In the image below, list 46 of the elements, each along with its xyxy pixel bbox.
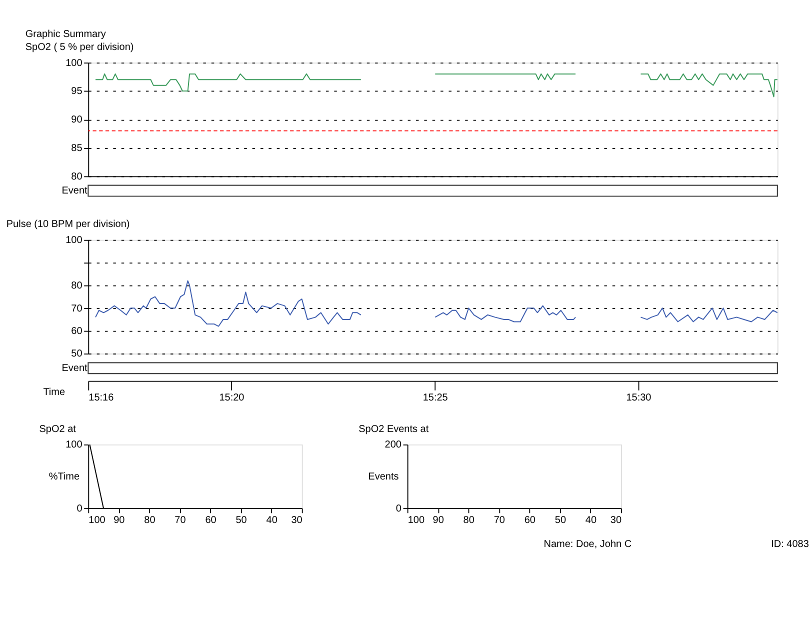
x-tick-label: 40 <box>585 515 597 526</box>
y-tick-label: 90 <box>71 114 83 126</box>
y-tick-label: 100 <box>66 235 83 246</box>
y-axis-title: %Time <box>48 471 80 482</box>
chart-title: SpO2 Events at <box>358 424 429 435</box>
x-tick-label: 15:30 <box>626 392 652 404</box>
chart-title: Graphic Summary <box>25 29 106 40</box>
chart-title: SpO2 at <box>39 424 76 435</box>
x-tick-label: 60 <box>205 515 217 526</box>
text: Event <box>62 362 88 374</box>
y-tick-label: 60 <box>71 326 83 338</box>
y-tick-label: 80 <box>71 171 83 182</box>
x-tick-label: 40 <box>266 515 278 526</box>
y-tick-label: 0 <box>396 503 402 514</box>
x-tick-label: 15:20 <box>219 392 245 404</box>
x-tick-label: 70 <box>494 515 506 526</box>
x-tick-label: 30 <box>610 515 622 526</box>
x-tick-label: 90 <box>114 515 126 526</box>
x-tick-label: 70 <box>174 515 186 526</box>
x-tick-label: 15:16 <box>88 392 114 404</box>
y-tick-label: 0 <box>76 503 83 514</box>
x-tick-label: 30 <box>291 515 303 526</box>
x-tick-label: 100 <box>88 515 106 526</box>
y-tick-label: 85 <box>71 143 83 154</box>
x-tick-label: 80 <box>463 515 475 526</box>
text: Event <box>62 186 88 197</box>
x-tick-label: 60 <box>524 515 536 526</box>
x-axis-title: Time <box>43 386 66 398</box>
x-tick-label: 100 <box>408 515 425 526</box>
chart-subtitle: SpO2 ( 5 % per division) <box>25 42 134 53</box>
x-tick-label: 50 <box>236 515 248 526</box>
y-tick-label: 200 <box>384 440 402 451</box>
y-tick-label: 100 <box>66 58 83 69</box>
x-tick-label: 50 <box>554 515 566 526</box>
y-tick-label: 100 <box>66 440 83 451</box>
y-axis-title: Events <box>368 471 399 482</box>
y-tick-label: 95 <box>71 86 83 98</box>
text: ID: 4083 <box>771 539 810 550</box>
x-tick-label: 15:25 <box>422 392 448 404</box>
y-tick-label: 80 <box>71 280 83 292</box>
x-tick-label: 90 <box>432 515 444 526</box>
chart-title: Pulse (10 BPM per division) <box>6 219 130 230</box>
x-tick-label: 80 <box>144 515 156 526</box>
y-tick-label: 50 <box>71 348 83 360</box>
text: Name: Doe, John C <box>544 539 632 550</box>
y-tick-label: 70 <box>71 303 83 314</box>
